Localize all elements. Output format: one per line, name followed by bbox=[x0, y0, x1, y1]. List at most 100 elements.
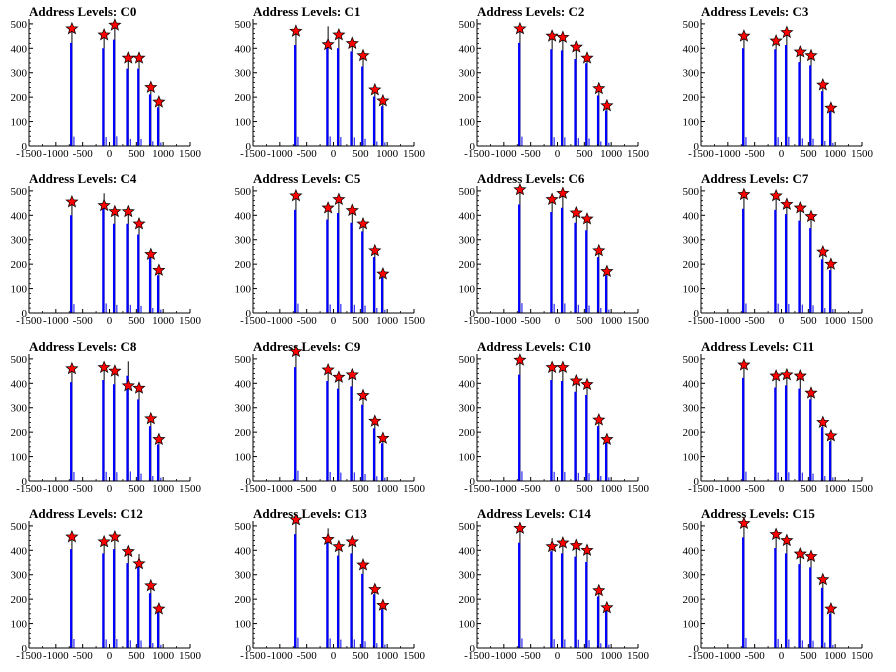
y-tick-label: 100 bbox=[459, 452, 476, 464]
x-tick-label: -1000 bbox=[267, 650, 293, 662]
peak-marker bbox=[132, 556, 146, 570]
peak-marker bbox=[556, 536, 570, 549]
y-tick-label: 200 bbox=[235, 427, 252, 439]
y-tick-label: 200 bbox=[459, 427, 476, 439]
x-tick-label: 1000 bbox=[600, 483, 623, 495]
x-tick-label: 500 bbox=[352, 315, 369, 327]
peak-marker bbox=[569, 373, 583, 387]
x-tick-label: -500 bbox=[745, 483, 766, 495]
y-tick-label: 100 bbox=[683, 452, 700, 464]
y-tick-label: 0 bbox=[246, 476, 252, 488]
peak-marker bbox=[356, 216, 370, 230]
y-tick-label: 400 bbox=[11, 43, 28, 55]
x-tick-label: -500 bbox=[521, 650, 542, 662]
y-tick-label: 300 bbox=[11, 570, 28, 582]
x-tick-label: -1500 bbox=[240, 483, 266, 495]
peak-marker bbox=[345, 36, 359, 50]
x-tick-label: -1000 bbox=[491, 315, 517, 327]
y-tick-label: 300 bbox=[11, 403, 28, 415]
peak-marker bbox=[824, 257, 838, 270]
panel-15: Address Levels: C15 0 100 200 300 400 500 -1500… bbox=[683, 506, 874, 662]
y-tick-label: 400 bbox=[683, 545, 700, 557]
panel-2: Address Levels: C20100200300400500-1500-… bbox=[459, 4, 650, 160]
y-tick-label: 0 bbox=[22, 141, 28, 153]
peak-marker bbox=[108, 364, 122, 377]
peak-marker bbox=[793, 201, 807, 214]
peak-marker bbox=[592, 81, 606, 95]
peak-marker bbox=[804, 386, 818, 399]
peak-marker bbox=[132, 381, 146, 394]
x-tick-label: 500 bbox=[128, 650, 145, 662]
y-tick-label: 300 bbox=[235, 68, 252, 80]
y-tick-label: 300 bbox=[683, 235, 700, 247]
peak-marker bbox=[824, 101, 838, 114]
x-tick-label: -500 bbox=[297, 148, 318, 160]
y-tick-label: 0 bbox=[694, 141, 700, 153]
x-tick-label: -1000 bbox=[491, 148, 517, 160]
y-tick-label: 0 bbox=[246, 643, 252, 655]
x-tick-label: 500 bbox=[576, 315, 593, 327]
y-tick-label: 500 bbox=[683, 186, 700, 198]
y-tick-label: 400 bbox=[235, 43, 252, 55]
x-tick-label: -1500 bbox=[16, 483, 42, 495]
x-tick-label: 1000 bbox=[824, 483, 847, 495]
peak-marker bbox=[121, 544, 135, 558]
x-tick-label: 1500 bbox=[627, 483, 650, 495]
y-tick-label: 400 bbox=[459, 545, 476, 557]
peak-marker bbox=[345, 203, 359, 217]
x-tick-label: 500 bbox=[128, 483, 145, 495]
x-tick-label: 1000 bbox=[600, 315, 623, 327]
panel-title: Address Levels: C2 bbox=[477, 4, 584, 19]
x-tick-label: 500 bbox=[576, 650, 593, 662]
panel-10: Address Levels: C10 0 100 200 300 400 500 -1500… bbox=[459, 339, 650, 495]
peak-marker bbox=[816, 244, 830, 258]
y-tick-label: 300 bbox=[459, 570, 476, 582]
peak-marker bbox=[580, 212, 594, 225]
x-tick-label: 0 bbox=[107, 315, 113, 327]
x-tick-label: 500 bbox=[576, 483, 593, 495]
y-tick-label: 0 bbox=[470, 308, 476, 320]
x-tick-label: 0 bbox=[555, 650, 561, 662]
peak-marker bbox=[65, 361, 79, 375]
x-tick-label: -1000 bbox=[491, 650, 517, 662]
peak-marker bbox=[132, 51, 146, 64]
y-tick-label: 200 bbox=[459, 92, 476, 104]
x-tick-label: 1500 bbox=[179, 148, 202, 160]
peak-marker bbox=[376, 431, 390, 444]
panel-14: Address Levels: C14 0 100 200 300 400 500 -1500… bbox=[459, 506, 650, 662]
peak-marker bbox=[793, 369, 807, 382]
panel-7: Address Levels: C70100200300400500-1500-… bbox=[683, 171, 874, 327]
x-tick-label: 1500 bbox=[851, 483, 874, 495]
panel-title: Address Levels: C11 bbox=[701, 339, 814, 354]
panel-9: Address Levels: C90100200300400500-1500-… bbox=[235, 339, 426, 495]
panel-title: Address Levels: C5 bbox=[253, 171, 361, 186]
peak-marker bbox=[569, 205, 583, 219]
peak-marker bbox=[368, 82, 382, 96]
panel-11: Address Levels: C11 0 100 200 300 400 500 -1500… bbox=[683, 339, 874, 495]
y-tick-label: 0 bbox=[694, 643, 700, 655]
peak-marker bbox=[144, 247, 158, 260]
panel-title: Address Levels: C13 bbox=[253, 506, 367, 521]
x-tick-label: 1500 bbox=[403, 483, 426, 495]
y-tick-label: 500 bbox=[235, 354, 252, 366]
peak-marker bbox=[816, 77, 830, 91]
peak-marker bbox=[816, 572, 830, 586]
y-tick-label: 500 bbox=[11, 521, 28, 533]
panel-title: Address Levels: C0 bbox=[29, 4, 136, 19]
y-tick-label: 100 bbox=[235, 619, 252, 631]
panel-3: Address Levels: C30100200300400500-1500-… bbox=[683, 4, 874, 160]
peak-marker bbox=[321, 201, 335, 214]
x-tick-label: -1500 bbox=[464, 315, 490, 327]
x-tick-label: 0 bbox=[779, 315, 785, 327]
y-tick-label: 0 bbox=[470, 643, 476, 655]
peak-marker bbox=[556, 186, 570, 199]
peak-marker bbox=[580, 51, 594, 64]
peak-marker bbox=[376, 598, 390, 611]
x-tick-label: 500 bbox=[128, 148, 145, 160]
x-tick-label: -1500 bbox=[16, 650, 42, 662]
x-tick-label: -500 bbox=[297, 650, 318, 662]
panel-6: Address Levels: C60100200300400500-1500-… bbox=[459, 171, 650, 327]
panel-title: Address Levels: C1 bbox=[253, 4, 360, 19]
panel-title: Address Levels: C15 bbox=[701, 506, 815, 521]
x-tick-label: 1500 bbox=[179, 483, 202, 495]
